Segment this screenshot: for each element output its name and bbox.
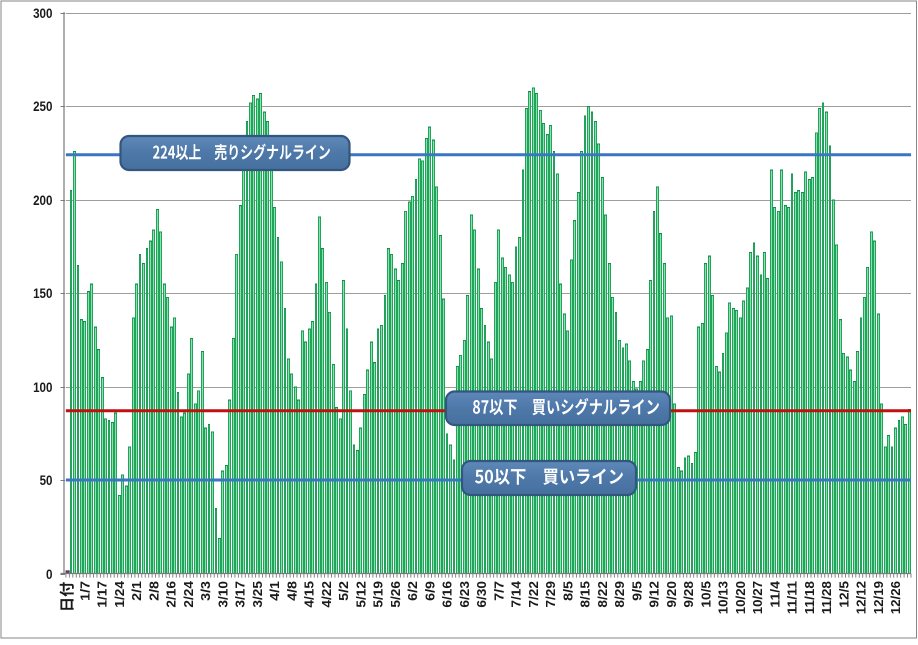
svg-text:4/15: 4/15 — [302, 580, 317, 607]
svg-text:2/8: 2/8 — [146, 581, 161, 601]
svg-text:0: 0 — [46, 567, 53, 582]
svg-text:11/4: 11/4 — [767, 580, 782, 607]
svg-text:9/5: 9/5 — [629, 580, 644, 601]
svg-text:9/28: 9/28 — [681, 581, 696, 608]
svg-text:9/20: 9/20 — [664, 581, 679, 608]
svg-text:8/15: 8/15 — [578, 580, 593, 607]
svg-text:6/30: 6/30 — [474, 581, 489, 608]
svg-text:10/13: 10/13 — [716, 581, 731, 614]
svg-text:6/23: 6/23 — [457, 581, 472, 608]
svg-text:12/19: 12/19 — [871, 581, 886, 614]
svg-text:10/20: 10/20 — [733, 581, 748, 614]
svg-text:300: 300 — [33, 6, 52, 21]
svg-text:1/24: 1/24 — [112, 580, 127, 607]
svg-text:150: 150 — [33, 286, 52, 301]
svg-text:3/10: 3/10 — [215, 581, 230, 608]
svg-text:6/2: 6/2 — [405, 581, 420, 601]
svg-text:11/18: 11/18 — [802, 581, 817, 614]
svg-text:9/12: 9/12 — [647, 581, 662, 608]
svg-text:5/19: 5/19 — [371, 581, 386, 608]
svg-text:8/5: 8/5 — [560, 580, 575, 601]
svg-text:2/24: 2/24 — [181, 580, 196, 607]
svg-text:4/22: 4/22 — [319, 581, 334, 608]
svg-text:2/16: 2/16 — [164, 581, 179, 608]
svg-text:3/3: 3/3 — [198, 581, 213, 601]
svg-text:3/25: 3/25 — [250, 580, 265, 607]
svg-text:7/14: 7/14 — [509, 580, 524, 607]
svg-text:12/12: 12/12 — [854, 581, 869, 614]
svg-text:50: 50 — [40, 473, 53, 488]
svg-text:5/26: 5/26 — [388, 581, 403, 608]
svg-text:7/22: 7/22 — [526, 581, 541, 608]
svg-text:8/29: 8/29 — [612, 581, 627, 608]
svg-text:7/29: 7/29 — [543, 581, 558, 608]
svg-text:4/8: 4/8 — [284, 581, 299, 601]
svg-text:11/11: 11/11 — [785, 580, 800, 614]
svg-text:100: 100 — [33, 380, 52, 395]
svg-text:1/17: 1/17 — [95, 581, 110, 608]
svg-text:7/7: 7/7 — [491, 581, 506, 601]
svg-text:6/9: 6/9 — [422, 581, 437, 601]
svg-text:12/26: 12/26 — [888, 581, 903, 614]
svg-text:6/16: 6/16 — [440, 581, 455, 608]
svg-text:200: 200 — [33, 193, 52, 208]
svg-text:1/7: 1/7 — [77, 581, 92, 601]
svg-text:4/1: 4/1 — [267, 580, 282, 601]
svg-text:5/2: 5/2 — [336, 581, 351, 601]
svg-text:8/22: 8/22 — [595, 581, 610, 608]
svg-text:11/28: 11/28 — [819, 581, 834, 614]
svg-text:3/17: 3/17 — [233, 581, 248, 608]
svg-text:2/1: 2/1 — [129, 580, 144, 601]
svg-text:10/27: 10/27 — [750, 581, 765, 614]
svg-text:10/5: 10/5 — [698, 580, 713, 607]
svg-text:12/5: 12/5 — [836, 580, 851, 607]
svg-text:5/12: 5/12 — [353, 581, 368, 608]
svg-text:250: 250 — [33, 99, 52, 114]
